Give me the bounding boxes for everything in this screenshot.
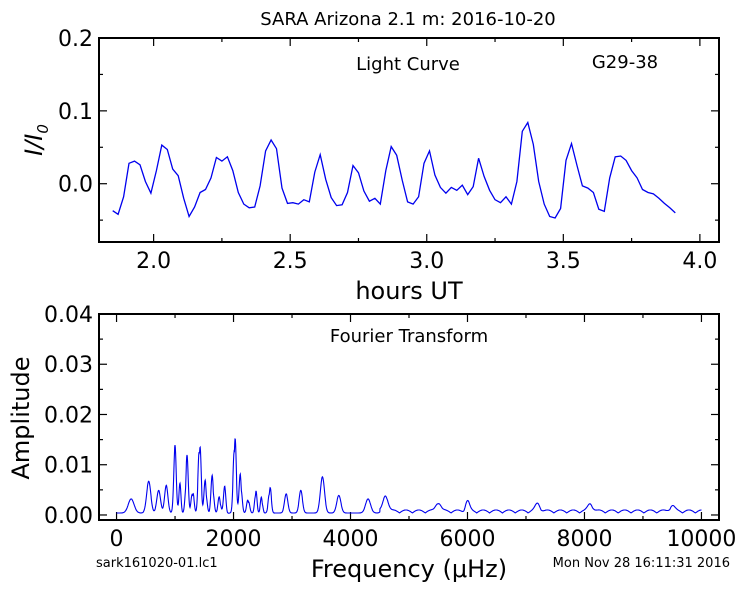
x-tick-label: 2.5 [273,249,308,274]
source-filename: sark161020-01.lc1 [96,556,218,571]
x-tick-label: 4000 [323,527,379,552]
fourier-x-axis-label: Frequency (μHz) [311,555,507,583]
figure-title: SARA Arizona 2.1 m: 2016-10-20 [260,9,556,30]
y-tick-label: 0.02 [44,403,93,428]
light-curve-axes-frame [98,37,720,243]
fourier-title: Fourier Transform [330,326,488,347]
light-curve-y-tick-labels: 0.0 0.1 0.2 [58,27,93,198]
light-curve-x-axis-label: hours UT [355,277,463,305]
y-tick-label: 0.01 [44,454,93,479]
fourier-y-tick-labels: 0.00 0.01 0.02 0.03 0.04 [44,303,93,529]
x-tick-label: 3.0 [409,249,444,274]
y-tick-label: 0.1 [58,100,93,125]
x-tick-label: 0 [110,527,124,552]
y-tick-label: 0.0 [58,173,93,198]
x-tick-label: 2.0 [136,249,171,274]
x-tick-label: 10000 [666,527,736,552]
fourier-ticks [99,313,719,520]
light-curve-object-label: G29-38 [592,52,658,73]
y-tick-label: 0.04 [44,303,93,328]
fourier-x-tick-labels: 0 2000 4000 6000 8000 10000 [110,527,737,552]
light-curve-ticks [99,37,719,242]
y-tick-label: 0.00 [44,504,93,529]
light-curve-panel: 2.0 2.5 3.0 3.5 4.0 0.0 0.1 0.2 Light Curve G2… [20,27,720,305]
y-tick-label: 0.03 [44,353,93,378]
x-tick-label: 2000 [206,527,262,552]
fourier-series-line [116,438,702,514]
fourier-panel: 0 2000 4000 6000 8000 10000 0.000.010.020.030… [7,303,736,583]
light-curve-x-tick-labels: 2.0 2.5 3.0 3.5 4.0 [136,249,717,274]
y-tick-label: 0.2 [58,27,93,52]
x-tick-label: 8000 [556,527,612,552]
fourier-y-axis-label: Amplitude [7,357,35,480]
light-curve-title: Light Curve [356,54,460,75]
x-tick-label: 3.5 [546,249,581,274]
light-curve-series-line [112,120,676,219]
light-curve-y-axis-label: I/I0 [20,124,52,156]
plot-timestamp: Mon Nov 28 16:11:31 2016 [553,556,730,571]
x-tick-label: 6000 [439,527,495,552]
x-tick-label: 4.0 [682,249,717,274]
